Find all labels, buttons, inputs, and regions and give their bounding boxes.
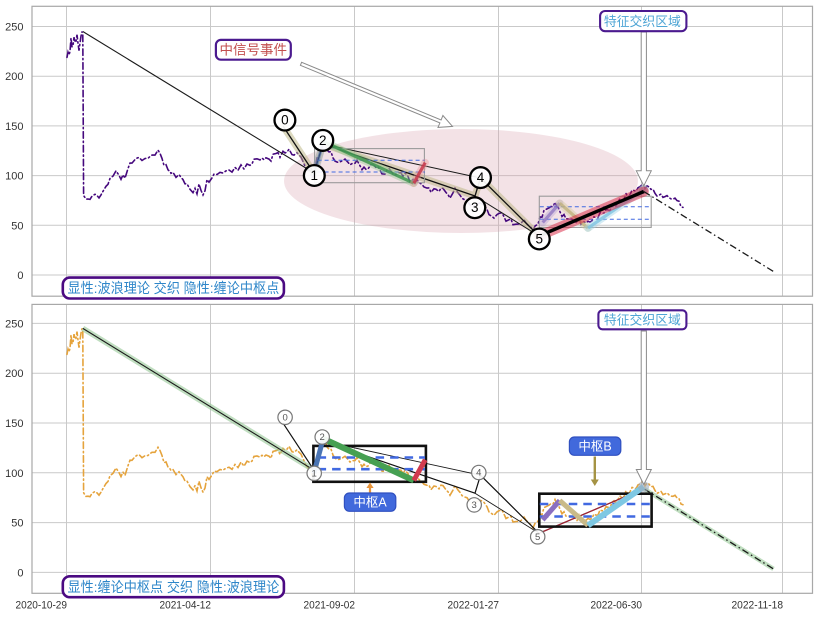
svg-text:5: 5 (536, 231, 544, 246)
svg-text:5: 5 (535, 532, 540, 543)
svg-text:150: 150 (5, 121, 23, 133)
svg-text:4: 4 (477, 170, 485, 185)
svg-text:显性:缠论中枢点 交织 隐性:波浪理论: 显性:缠论中枢点 交织 隐性:波浪理论 (68, 579, 280, 595)
svg-text:2022-11-18: 2022-11-18 (732, 599, 784, 611)
svg-text:2: 2 (319, 133, 327, 148)
svg-text:3: 3 (472, 500, 477, 511)
svg-text:0: 0 (17, 270, 23, 282)
svg-text:3: 3 (471, 200, 479, 215)
svg-text:1: 1 (312, 469, 317, 480)
svg-text:显性:波浪理论 交织 隐性:缠论中枢点: 显性:波浪理论 交织 隐性:缠论中枢点 (68, 280, 280, 296)
svg-text:中枢A: 中枢A (353, 494, 387, 509)
svg-text:50: 50 (11, 220, 23, 232)
svg-text:0: 0 (281, 113, 289, 128)
svg-text:250: 250 (5, 22, 23, 34)
svg-text:2: 2 (320, 432, 325, 443)
svg-text:200: 200 (5, 71, 23, 83)
svg-text:中枢B: 中枢B (578, 438, 611, 453)
svg-text:150: 150 (5, 418, 23, 430)
svg-text:2021-04-12: 2021-04-12 (160, 599, 212, 611)
svg-text:250: 250 (5, 318, 23, 330)
svg-text:200: 200 (5, 368, 23, 380)
svg-text:1: 1 (311, 168, 319, 183)
svg-text:2022-01-27: 2022-01-27 (448, 599, 500, 611)
svg-text:0: 0 (282, 413, 287, 424)
svg-text:0: 0 (17, 567, 23, 579)
svg-text:4: 4 (476, 468, 481, 479)
svg-text:中信号事件: 中信号事件 (220, 42, 288, 57)
svg-text:50: 50 (11, 518, 23, 530)
svg-text:100: 100 (5, 468, 23, 480)
svg-text:2022-06-30: 2022-06-30 (591, 599, 643, 611)
svg-text:2021-09-02: 2021-09-02 (304, 599, 356, 611)
svg-text:特征交织区域: 特征交织区域 (604, 14, 681, 29)
svg-text:100: 100 (5, 171, 23, 183)
svg-text:2020-10-29: 2020-10-29 (16, 599, 68, 611)
svg-text:特征交织区域: 特征交织区域 (604, 313, 681, 328)
